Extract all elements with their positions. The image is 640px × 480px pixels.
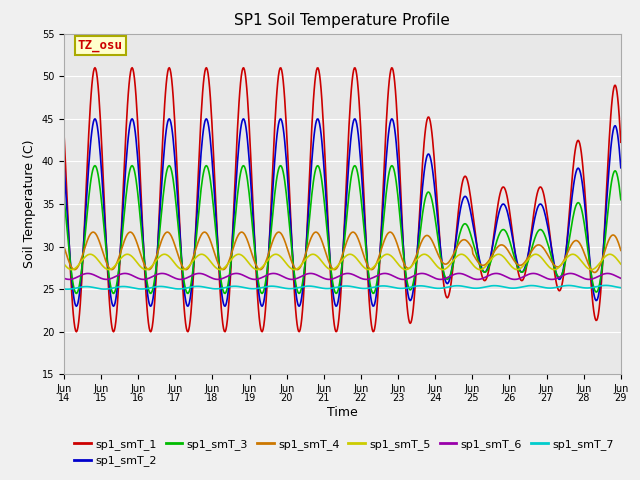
sp1_smT_1 xyxy=(428,130,436,135)
sp1_smT_5 xyxy=(184,264,192,270)
sp1_smT_1 xyxy=(215,267,223,273)
sp1_smT_7 xyxy=(185,285,193,290)
sp1_smT_6 xyxy=(529,271,537,276)
sp1_smT_7 xyxy=(128,285,136,290)
sp1_smT_7 xyxy=(428,285,435,290)
sp1_smT_4 xyxy=(411,256,419,262)
sp1_smT_4 xyxy=(386,229,394,235)
sp1_smT_3 xyxy=(72,290,80,296)
sp1_smT_3 xyxy=(215,261,223,266)
sp1_smT_5 xyxy=(569,252,577,257)
Line: sp1_smT_2: sp1_smT_2 xyxy=(64,119,621,306)
sp1_smT_5 xyxy=(214,266,221,272)
sp1_smT_2 xyxy=(91,116,99,122)
sp1_smT_4 xyxy=(184,266,192,272)
sp1_smT_3 xyxy=(428,197,436,203)
sp1_smT_6 xyxy=(426,273,434,279)
sp1_smT_2 xyxy=(215,259,223,265)
sp1_smT_7 xyxy=(617,285,625,290)
sp1_smT_6 xyxy=(214,276,221,282)
sp1_smT_3 xyxy=(70,286,78,291)
sp1_smT_6 xyxy=(60,276,68,281)
sp1_smT_1 xyxy=(72,329,80,335)
Line: sp1_smT_6: sp1_smT_6 xyxy=(64,274,621,279)
X-axis label: Time: Time xyxy=(327,406,358,419)
sp1_smT_5 xyxy=(426,255,434,261)
Title: SP1 Soil Temperature Profile: SP1 Soil Temperature Profile xyxy=(234,13,451,28)
sp1_smT_6 xyxy=(70,276,78,281)
sp1_smT_1 xyxy=(186,324,193,329)
sp1_smT_7 xyxy=(602,283,610,288)
sp1_smT_4 xyxy=(127,229,135,235)
sp1_smT_4 xyxy=(214,259,221,264)
sp1_smT_1 xyxy=(70,319,78,325)
Line: sp1_smT_5: sp1_smT_5 xyxy=(64,254,621,270)
sp1_smT_5 xyxy=(60,261,68,267)
sp1_smT_7 xyxy=(411,284,419,289)
sp1_smT_4 xyxy=(591,270,598,276)
sp1_smT_4 xyxy=(70,267,78,273)
Text: TZ_osu: TZ_osu xyxy=(78,39,123,52)
Y-axis label: Soil Temperature (C): Soil Temperature (C) xyxy=(23,140,36,268)
sp1_smT_1 xyxy=(617,139,625,145)
sp1_smT_2 xyxy=(186,300,193,305)
Legend: sp1_smT_1, sp1_smT_2, sp1_smT_3, sp1_smT_4, sp1_smT_5, sp1_smT_6, sp1_smT_7: sp1_smT_1, sp1_smT_2, sp1_smT_3, sp1_smT… xyxy=(70,434,618,471)
sp1_smT_2 xyxy=(60,163,68,168)
sp1_smT_3 xyxy=(186,288,193,294)
sp1_smT_5 xyxy=(617,261,625,267)
sp1_smT_5 xyxy=(70,266,78,272)
sp1_smT_2 xyxy=(428,162,436,168)
sp1_smT_6 xyxy=(127,272,135,278)
sp1_smT_7 xyxy=(71,286,79,291)
Line: sp1_smT_3: sp1_smT_3 xyxy=(64,166,621,293)
sp1_smT_4 xyxy=(428,236,435,242)
Line: sp1_smT_1: sp1_smT_1 xyxy=(64,68,621,332)
sp1_smT_1 xyxy=(60,131,68,137)
sp1_smT_5 xyxy=(127,253,135,259)
sp1_smT_2 xyxy=(72,303,80,309)
sp1_smT_3 xyxy=(129,164,137,169)
sp1_smT_4 xyxy=(60,244,68,250)
sp1_smT_2 xyxy=(129,117,137,123)
sp1_smT_1 xyxy=(129,66,137,72)
sp1_smT_6 xyxy=(617,276,625,281)
sp1_smT_2 xyxy=(70,296,78,302)
sp1_smT_3 xyxy=(412,266,419,272)
sp1_smT_7 xyxy=(60,286,68,292)
sp1_smT_5 xyxy=(550,267,558,273)
sp1_smT_6 xyxy=(184,275,192,280)
sp1_smT_3 xyxy=(91,163,99,168)
sp1_smT_6 xyxy=(511,276,518,282)
sp1_smT_1 xyxy=(91,65,99,71)
Line: sp1_smT_4: sp1_smT_4 xyxy=(64,232,621,273)
sp1_smT_2 xyxy=(617,165,625,171)
sp1_smT_7 xyxy=(63,286,71,292)
sp1_smT_3 xyxy=(60,195,68,201)
sp1_smT_3 xyxy=(617,197,625,203)
sp1_smT_5 xyxy=(410,260,418,266)
sp1_smT_4 xyxy=(617,248,625,253)
sp1_smT_1 xyxy=(412,277,419,283)
sp1_smT_6 xyxy=(410,273,418,278)
sp1_smT_2 xyxy=(412,267,419,273)
sp1_smT_7 xyxy=(214,286,222,292)
Line: sp1_smT_7: sp1_smT_7 xyxy=(64,286,621,289)
